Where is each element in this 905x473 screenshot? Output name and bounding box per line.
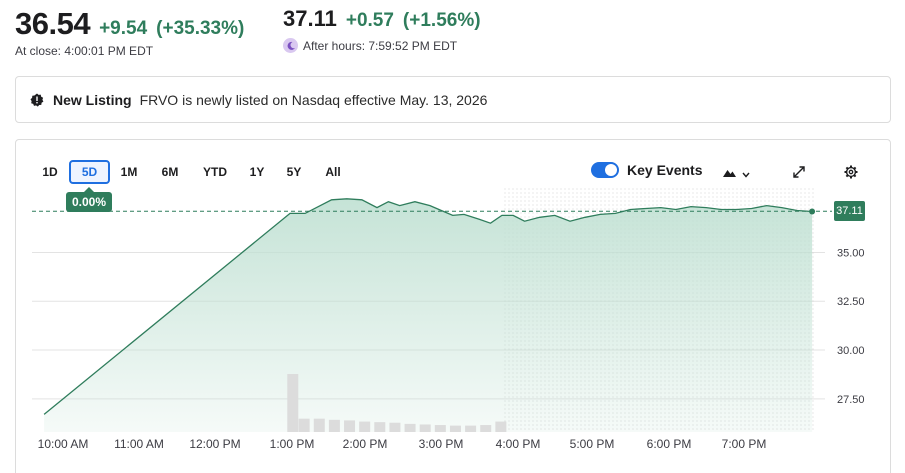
after-hours-price: 37.11 (283, 6, 337, 31)
settings-button[interactable] (840, 162, 862, 184)
close-change: +9.54 (99, 18, 148, 39)
after-hours-quote: 37.11 +0.57 (+1.56%) After hours: 7:59:5… (283, 6, 481, 53)
key-events-label: Key Events (627, 162, 703, 178)
moon-icon (283, 38, 298, 53)
after-hours-time: After hours: 7:59:52 PM EDT (303, 38, 458, 53)
new-listing-banner: New Listing FRVO is newly listed on Nasd… (15, 76, 891, 123)
range-1m-button[interactable]: 1M (115, 160, 143, 184)
key-events-toggle[interactable] (591, 162, 619, 178)
range-1y-button[interactable]: 1Y (244, 160, 270, 184)
close-price: 36.54 (15, 6, 91, 41)
quote-header: 36.54 +9.54 (+35.33%) At close: 4:00:01 … (15, 6, 895, 62)
range-5y-button[interactable]: 5Y (281, 160, 307, 184)
range-ytd-button[interactable]: YTD (198, 160, 232, 184)
toggle-knob (605, 164, 617, 176)
close-change-percent: (+35.33%) (156, 18, 245, 39)
range-6m-button[interactable]: 6M (156, 160, 184, 184)
after-hours-change-percent: (+1.56%) (402, 10, 481, 31)
listing-text: FRVO is newly listed on Nasdaq effective… (139, 91, 488, 108)
chart-card (15, 139, 891, 473)
current-price-tag: 37.11 (834, 201, 865, 222)
close-time: At close: 4:00:01 PM EDT (15, 44, 154, 58)
expand-button[interactable] (788, 162, 810, 184)
alert-badge-icon (30, 93, 44, 107)
range-1d-button[interactable]: 1D (36, 160, 64, 184)
close-quote: 36.54 +9.54 (+35.33%) At close: 4:00:01 … (15, 6, 244, 58)
expand-icon (793, 165, 805, 181)
change-tooltip: 0.00% (66, 187, 112, 212)
key-events-control[interactable]: Key Events (591, 162, 702, 178)
range-all-button[interactable]: All (319, 160, 347, 184)
chevron-down-icon (741, 166, 750, 181)
after-hours-change: +0.57 (345, 10, 394, 31)
chart-type-button[interactable] (720, 162, 752, 184)
gear-icon (844, 165, 858, 182)
mountain-chart-icon (722, 166, 737, 181)
range-5d-button[interactable]: 5D (69, 160, 110, 184)
listing-title: New Listing (53, 91, 132, 108)
